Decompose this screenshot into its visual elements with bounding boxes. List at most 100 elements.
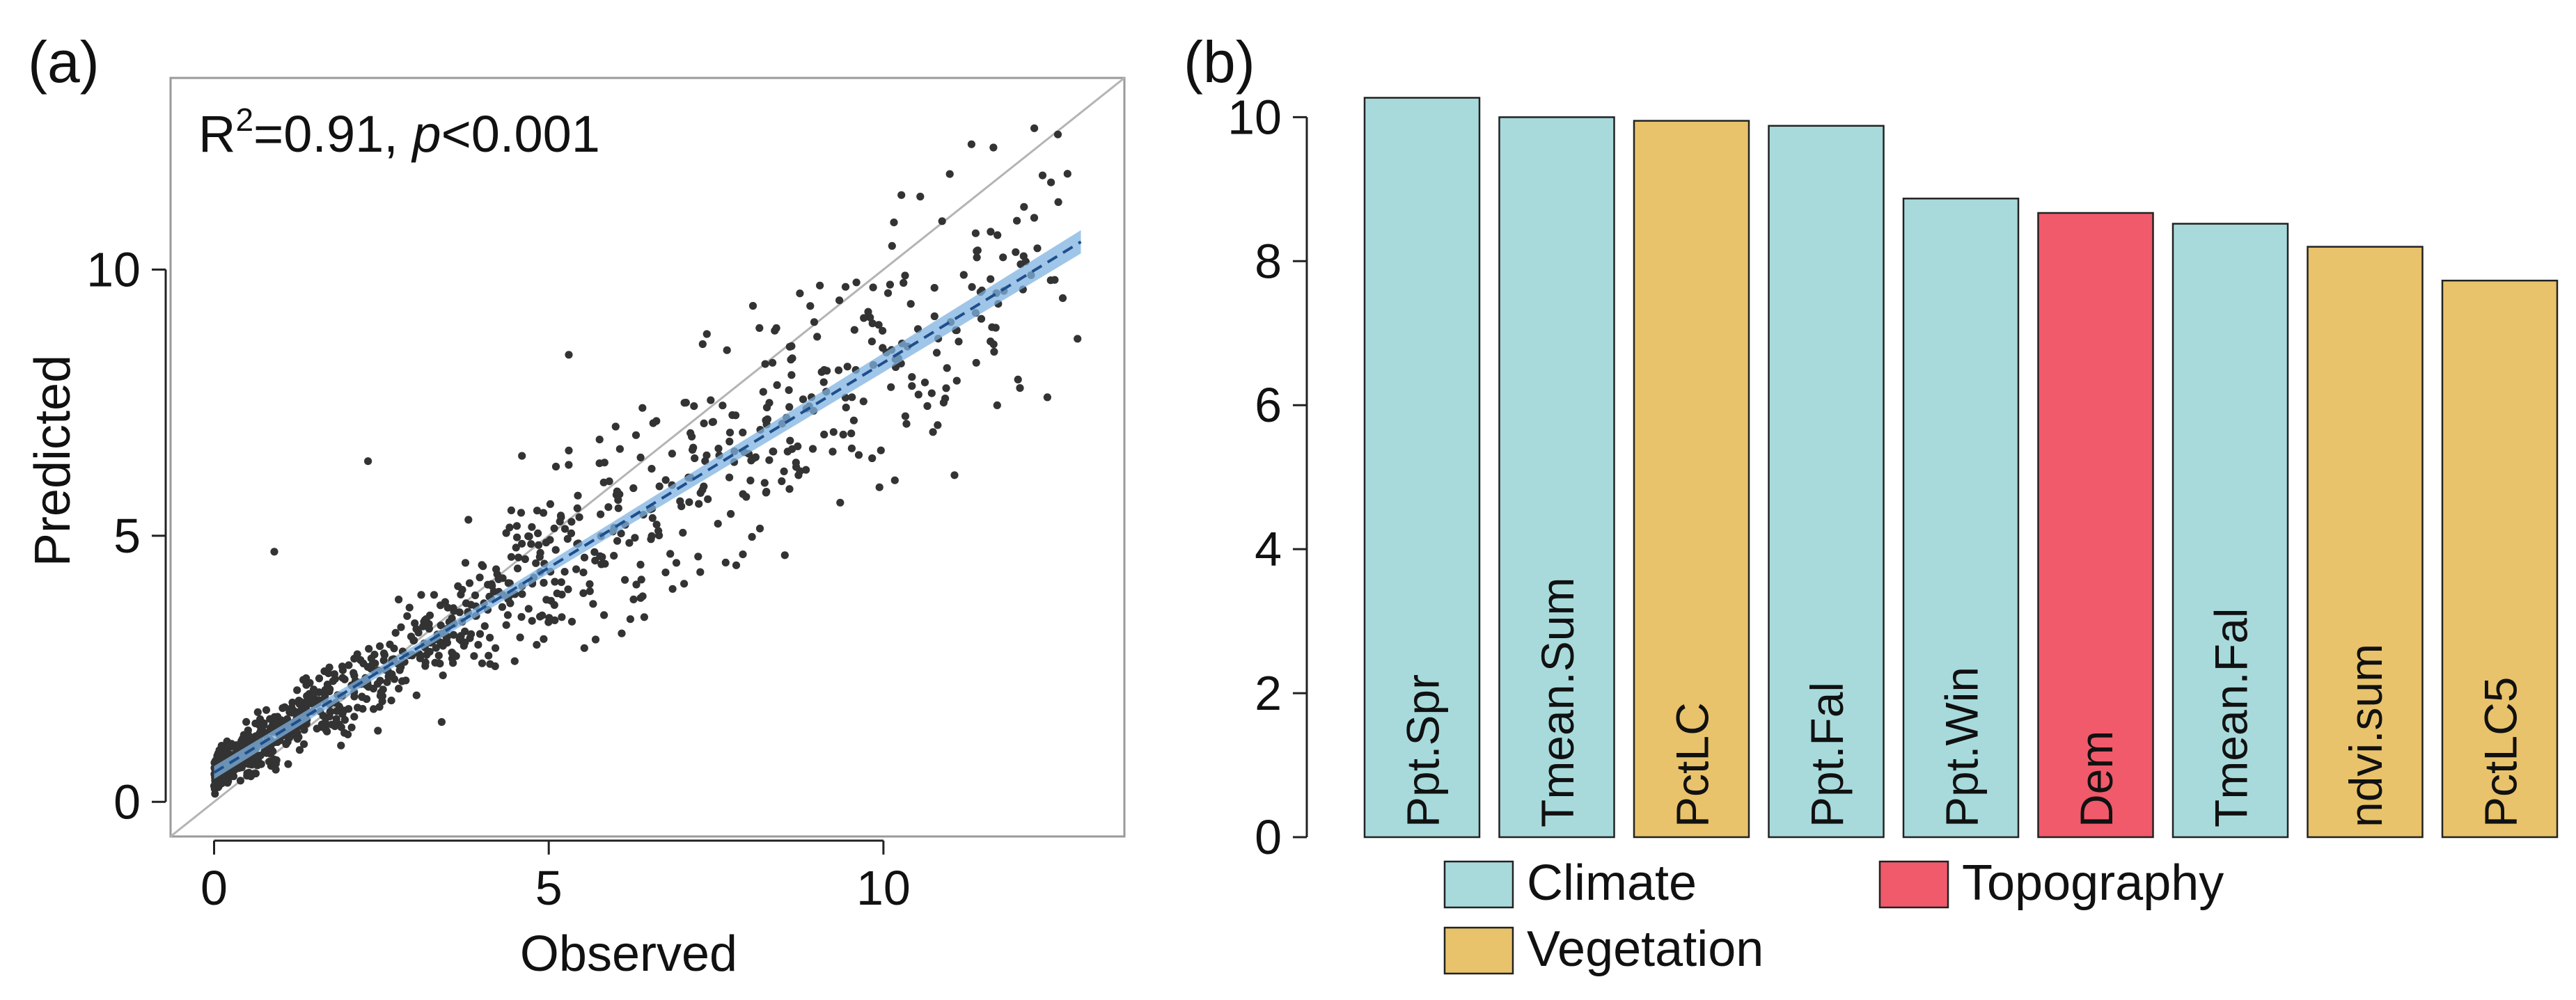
scatter-point [300,726,308,734]
scatter-point [952,376,961,385]
scatter-point [786,436,794,445]
scatter-point [539,509,548,517]
scatter-point [337,741,345,749]
bar-series: Ppt.Spr Tmean.Sum PctLC Ppt.Fal Ppt.Win Dem Tm… [1363,97,2559,839]
scatter-point [329,677,337,685]
scatter-point [363,695,371,704]
bar-pctlc5 [2441,279,2559,839]
scatter-point [638,592,647,601]
scatter-point [718,402,727,410]
scatter-point [626,615,635,624]
scatter-point [908,382,916,390]
bar-y-tick-label: 8 [1255,234,1282,288]
scatter-point [938,217,946,225]
scatter-point [416,654,425,662]
y-tick-label: 0 [113,775,141,829]
scatter-point [739,428,747,437]
scatter-point [513,564,522,573]
scatter-point [839,430,847,439]
scatter-point [295,746,304,754]
scatter-point [565,461,573,469]
scatter-point [461,638,469,646]
scatter-point [679,528,687,537]
scatter-point [395,595,403,604]
scatter-point [640,613,649,621]
scatter-point [580,553,589,562]
scatter-point [536,548,544,557]
scatter-point [816,281,824,289]
scatter-point [955,338,963,346]
scatter-point [534,529,542,538]
scatter-point [510,657,519,665]
scatter-point [959,271,968,279]
scatter-point [299,676,308,684]
scatter-point [492,565,501,573]
scatter-point [1058,294,1067,302]
scatter-point [449,604,457,612]
scatter-point [425,647,434,656]
scatter-point [310,697,318,706]
scatter-point [610,552,618,560]
scatter-point [480,622,489,630]
scatter-point [565,351,573,359]
scatter-point [704,495,712,503]
y-tick-label: 10 [86,242,141,296]
scatter-point [930,284,938,292]
scatter-point [516,633,524,642]
scatter-point [457,632,465,640]
scatter-point [364,457,372,466]
scatter-point [897,191,906,199]
scatter-point [604,503,613,511]
scatter-point [461,559,470,567]
scatter-point [518,452,526,460]
bar-y-axis: 0 2 4 6 8 10 [1227,90,1308,864]
scatter-point [430,591,439,599]
scatter-point [574,491,582,500]
scatter-point [887,383,895,391]
scatter-point [332,715,340,723]
legend-label-vegetation: Vegetation [1527,921,1764,977]
scatter-point [661,569,670,577]
scatter-point [524,605,533,613]
scatter-point [617,530,625,538]
scatter-point [869,283,877,292]
scatter-point [859,397,867,406]
bar-panel: (b) 0 2 4 6 8 10 Ppt.Spr Tmean.Sum PctLC Ppt.Fal… [1184,29,2559,977]
scatter-point [1013,216,1021,225]
scatter-point [685,498,693,507]
scatter-point [900,278,908,287]
bar-dem [2037,212,2154,839]
legend: Climate Topography Vegetation [1443,855,2224,977]
scatter-point [532,559,540,567]
scatter-point [702,330,711,338]
scatter-point [350,713,359,721]
fit-annotation: R2=0.91, p<0.001 [198,102,600,163]
scatter-point [874,321,883,329]
scatter-point [879,326,887,335]
scatter-point [843,363,851,371]
scatter-point [727,509,735,518]
scatter-point [932,349,941,357]
scatter-point [272,765,280,774]
scatter-point [977,315,986,323]
bar-ppt-fal [1768,125,1885,839]
scatter-point [755,324,764,332]
scatter-point [615,445,625,453]
scatter-point [251,720,260,728]
scatter-point [1053,130,1062,138]
scatter-point [498,603,507,611]
annotation-r: R [198,105,235,163]
scatter-point [337,723,345,731]
scatter-point [842,404,850,412]
scatter-point [890,476,899,484]
fit-confidence-band [214,230,1081,779]
scatter-point [864,308,872,316]
scatter-point [542,596,551,604]
scatter-point [1020,203,1028,211]
scatter-point [512,543,520,552]
scatter-point [973,253,981,262]
x-axis: 0 5 10 [201,839,911,915]
scatter-point [365,644,373,653]
scatter-point [345,661,353,669]
